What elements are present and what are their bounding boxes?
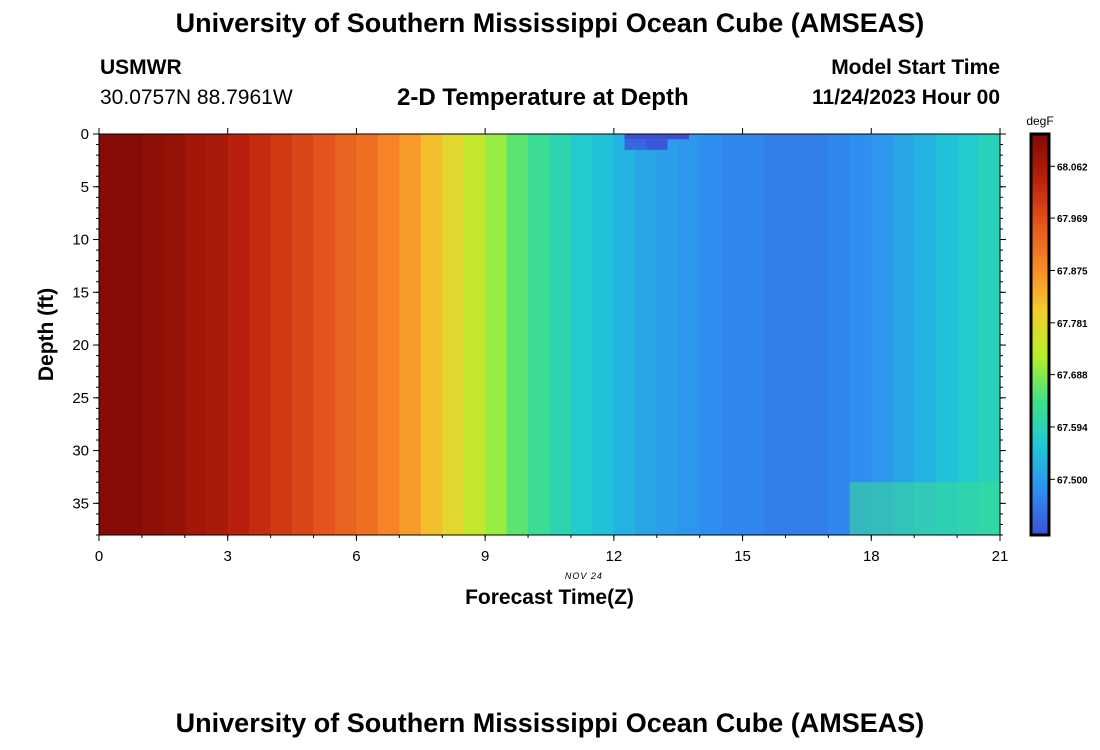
heatmap-cell bbox=[957, 134, 980, 535]
y-tick-label: 0 bbox=[81, 126, 89, 143]
colorbar-tick-label: 67.500 bbox=[1057, 475, 1088, 486]
x-tick-label: 21 bbox=[992, 548, 1009, 565]
heatmap-cell bbox=[463, 134, 486, 535]
heatmap-cell-anomaly bbox=[624, 134, 647, 140]
footer-title: University of Southern Mississippi Ocean… bbox=[175, 708, 925, 738]
heatmap-cell bbox=[592, 134, 615, 535]
heatmap-cell bbox=[785, 134, 808, 535]
date-label: NOV 24 bbox=[565, 571, 603, 581]
station-id: USMWR bbox=[100, 56, 182, 79]
station-coords: 30.0757N 88.7961W bbox=[100, 86, 293, 109]
heatmap-cell bbox=[764, 134, 787, 535]
heatmap-cell bbox=[935, 134, 958, 535]
heatmap-cell bbox=[506, 134, 529, 535]
heatmap-cell bbox=[485, 134, 508, 535]
heatmap-cell bbox=[356, 134, 379, 535]
y-tick-label: 15 bbox=[72, 284, 89, 301]
heatmap-cell bbox=[141, 134, 164, 535]
heatmap-cell bbox=[914, 134, 937, 535]
heatmap-cell bbox=[99, 134, 122, 535]
heatmap-cell bbox=[742, 134, 765, 535]
heatmap-cell bbox=[206, 134, 229, 535]
x-tick-label: 9 bbox=[481, 548, 489, 565]
model-start-value: 11/24/2023 Hour 00 bbox=[812, 86, 1000, 109]
heatmap-cell bbox=[420, 134, 443, 535]
heatmap-cell bbox=[635, 134, 658, 535]
y-tick-label: 20 bbox=[72, 337, 89, 354]
heatmap-cell bbox=[871, 134, 894, 535]
y-tick-label: 35 bbox=[72, 495, 89, 512]
colorbar-unit: degF bbox=[1026, 114, 1053, 128]
y-tick-label: 5 bbox=[81, 179, 89, 196]
heatmap-cell bbox=[549, 134, 572, 535]
y-tick-label: 30 bbox=[72, 443, 89, 460]
x-tick-label: 3 bbox=[224, 548, 232, 565]
heatmap-cell bbox=[313, 134, 336, 535]
heatmap-cell-anomaly bbox=[624, 139, 647, 150]
chart-axes: 0 3 6 9 12 15 18 21 0 5 10 15 20 25 30 35 NOV 24 Forecast… bbox=[35, 126, 1008, 609]
model-start-label: Model Start Time bbox=[831, 56, 1000, 79]
heatmap-cell-anomaly bbox=[667, 134, 689, 140]
heatmap-cell bbox=[828, 134, 851, 535]
y-tick-label: 10 bbox=[72, 232, 89, 249]
x-tick-label: 12 bbox=[606, 548, 623, 565]
heatmap-cell bbox=[806, 134, 829, 535]
heatmap-cell bbox=[120, 134, 143, 535]
colorbar-tick-label: 67.781 bbox=[1057, 319, 1088, 330]
heatmap-cell bbox=[849, 134, 872, 535]
heatmap-cell bbox=[184, 134, 207, 535]
heatmap-cell bbox=[678, 134, 701, 535]
page-title: University of Southern Mississippi Ocean… bbox=[175, 8, 925, 38]
heatmap-cell-anomaly bbox=[849, 482, 1000, 535]
heatmap-cell bbox=[656, 134, 679, 535]
y-tick-label: 25 bbox=[72, 390, 89, 407]
colorbar-tick-label: 67.875 bbox=[1057, 266, 1088, 277]
x-tick-label: 0 bbox=[95, 548, 103, 565]
colorbar-tick-label: 67.969 bbox=[1057, 214, 1088, 225]
heatmap-cell bbox=[249, 134, 272, 535]
colorbar-tick-label: 68.062 bbox=[1057, 162, 1088, 173]
heatmap bbox=[99, 134, 1001, 535]
colorbar-tick-label: 67.688 bbox=[1057, 371, 1088, 382]
heatmap-cell bbox=[227, 134, 250, 535]
colorbar-tick-label: 67.594 bbox=[1057, 423, 1088, 434]
heatmap-cell-anomaly bbox=[646, 139, 668, 150]
plot-title: 2-D Temperature at Depth bbox=[397, 84, 689, 111]
y-axis-label: Depth (ft) bbox=[35, 288, 58, 381]
heatmap-cell bbox=[892, 134, 915, 535]
heatmap-cell bbox=[292, 134, 315, 535]
heatmap-cell bbox=[570, 134, 594, 535]
heatmap-cell-anomaly bbox=[646, 134, 668, 140]
heatmap-cell bbox=[613, 134, 636, 535]
heatmap-cell bbox=[442, 134, 465, 535]
heatmap-cell bbox=[334, 134, 358, 535]
colorbar-gradient bbox=[1029, 132, 1051, 537]
x-axis-label: Forecast Time(Z) bbox=[465, 586, 634, 609]
heatmap-cell bbox=[528, 134, 551, 535]
heatmap-cell bbox=[699, 134, 722, 535]
colorbar: 68.062 67.969 67.875 67.781 67.688 67.594 67.5… bbox=[1026, 114, 1088, 537]
x-tick-label: 6 bbox=[352, 548, 360, 565]
heatmap-cell bbox=[377, 134, 400, 535]
heatmap-cell bbox=[399, 134, 422, 535]
heatmap-cell bbox=[270, 134, 293, 535]
x-tick-label: 15 bbox=[734, 548, 751, 565]
heatmap-cell bbox=[163, 134, 186, 535]
heatmap-cell bbox=[978, 134, 1001, 535]
x-tick-label: 18 bbox=[863, 548, 880, 565]
heatmap-cell bbox=[721, 134, 744, 535]
